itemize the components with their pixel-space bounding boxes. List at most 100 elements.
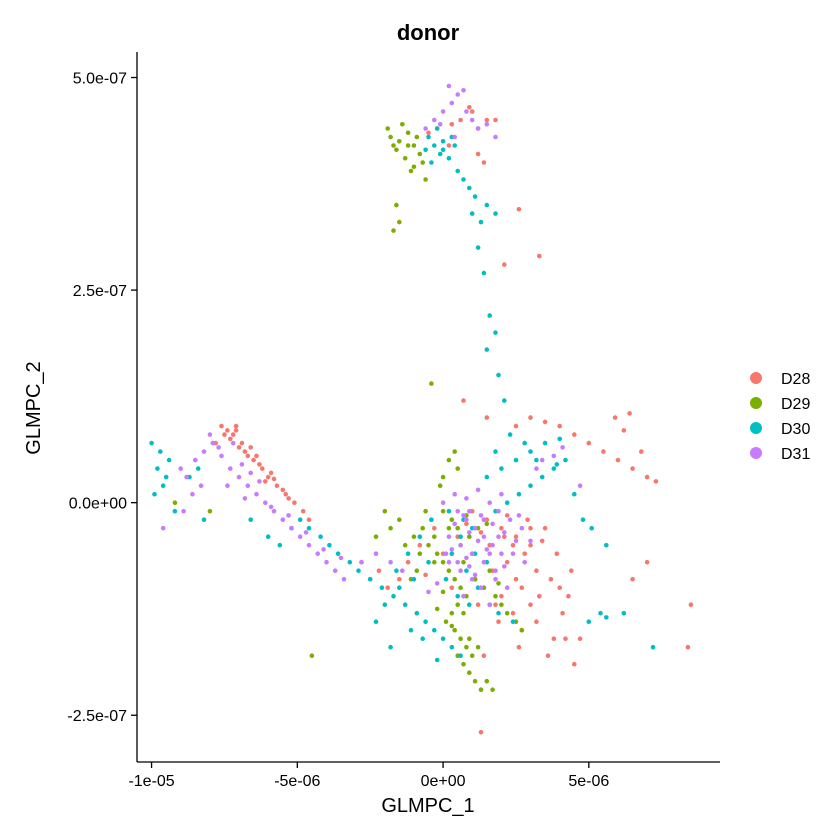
point-D30-86 (397, 585, 402, 590)
point-D31-31 (341, 576, 347, 582)
point-D28-93 (537, 593, 542, 599)
point-D30-1 (432, 143, 437, 148)
point-D31-87 (577, 483, 583, 489)
point-D30-38 (265, 534, 271, 539)
point-D29-39 (464, 644, 469, 650)
point-D29-43 (472, 678, 478, 684)
point-D28-18 (268, 470, 274, 476)
point-D30-94 (604, 615, 609, 620)
point-D28-43 (461, 398, 466, 403)
point-D31-25 (289, 525, 294, 531)
point-D29-52 (411, 534, 417, 539)
point-D30-97 (598, 610, 603, 616)
point-D29-49 (467, 636, 472, 641)
point-D30-32 (152, 491, 157, 497)
point-D29-58 (446, 525, 452, 531)
point-D29-46 (490, 687, 495, 692)
points-layer (149, 83, 694, 735)
point-D28-37 (475, 151, 481, 157)
point-D28-36 (493, 117, 498, 123)
point-D31-85 (560, 445, 565, 450)
point-D29-86 (414, 568, 420, 573)
point-D29-76 (373, 534, 379, 539)
point-D28-21 (306, 517, 312, 522)
point-D30-66 (539, 474, 545, 480)
point-D31-75 (519, 525, 525, 531)
point-D28-77 (551, 636, 557, 641)
point-D31-36 (230, 440, 236, 446)
series-D30 (149, 126, 656, 663)
point-D30-11 (467, 185, 472, 191)
point-D31-77 (440, 500, 446, 506)
point-D30-46 (347, 559, 353, 565)
point-D30-15 (478, 219, 484, 225)
point-D29-4 (417, 151, 423, 157)
point-D29-18 (391, 143, 396, 148)
point-D30-104 (394, 568, 399, 573)
point-D31-8 (475, 126, 481, 131)
point-D28-63 (513, 534, 519, 539)
point-D31-76 (528, 538, 533, 544)
point-D28-20 (300, 508, 306, 514)
point-D30-16 (475, 245, 481, 250)
point-D31-29 (324, 559, 329, 565)
point-D29-44 (478, 687, 484, 692)
point-D29-19 (429, 381, 434, 386)
point-D28-85 (478, 729, 484, 735)
point-D29-85 (484, 521, 490, 527)
point-D31-45 (242, 496, 248, 501)
legend-key-D29 (750, 397, 762, 409)
point-D28-11 (292, 500, 297, 506)
point-D31-23 (271, 508, 277, 514)
x-tick-label-2: 0e+00 (421, 773, 466, 790)
point-D29-37 (452, 627, 458, 633)
point-D30-79 (554, 462, 560, 467)
point-D31-113 (502, 564, 507, 569)
point-D30-71 (513, 457, 519, 463)
point-D31-58 (481, 534, 487, 539)
point-D30-65 (528, 483, 533, 489)
point-D30-75 (493, 449, 498, 454)
point-D30-33 (172, 508, 178, 514)
point-D30-54 (432, 627, 437, 633)
point-D29-9 (400, 122, 405, 127)
point-D30-100 (467, 602, 472, 607)
point-D29-32 (458, 585, 463, 590)
point-D28-88 (688, 602, 694, 607)
point-D29-23 (440, 508, 446, 514)
point-D29-34 (455, 602, 461, 607)
point-D30-80 (572, 491, 577, 497)
point-D29-15 (411, 164, 417, 170)
point-D28-105 (478, 530, 484, 535)
point-D30-76 (507, 432, 513, 437)
point-D28-19 (280, 487, 286, 493)
point-D30-109 (510, 619, 516, 624)
point-D29-57 (467, 534, 472, 539)
point-D29-11 (423, 177, 428, 182)
point-D31-14 (193, 457, 198, 463)
point-D28-109 (385, 585, 391, 590)
point-D31-100 (467, 564, 472, 569)
point-D28-72 (566, 593, 571, 599)
point-D31-39 (257, 479, 262, 484)
point-D28-73 (475, 602, 481, 607)
point-D30-51 (402, 602, 408, 607)
point-D30-89 (408, 627, 414, 633)
point-D29-5 (394, 147, 399, 153)
point-D28-86 (630, 576, 635, 582)
point-D30-50 (391, 593, 396, 599)
legend-key-D28 (750, 372, 762, 384)
point-D28-106 (376, 568, 382, 573)
point-D30-30 (158, 449, 163, 454)
point-D28-75 (534, 619, 539, 624)
point-D29-0 (388, 134, 393, 140)
point-D31-66 (467, 508, 472, 514)
point-D29-51 (420, 525, 426, 531)
point-D29-60 (461, 559, 466, 565)
point-D30-58 (449, 551, 455, 556)
point-D30-56 (449, 644, 455, 650)
point-D31-61 (446, 534, 452, 539)
point-D30-20 (484, 347, 490, 352)
point-D30-105 (464, 568, 469, 573)
